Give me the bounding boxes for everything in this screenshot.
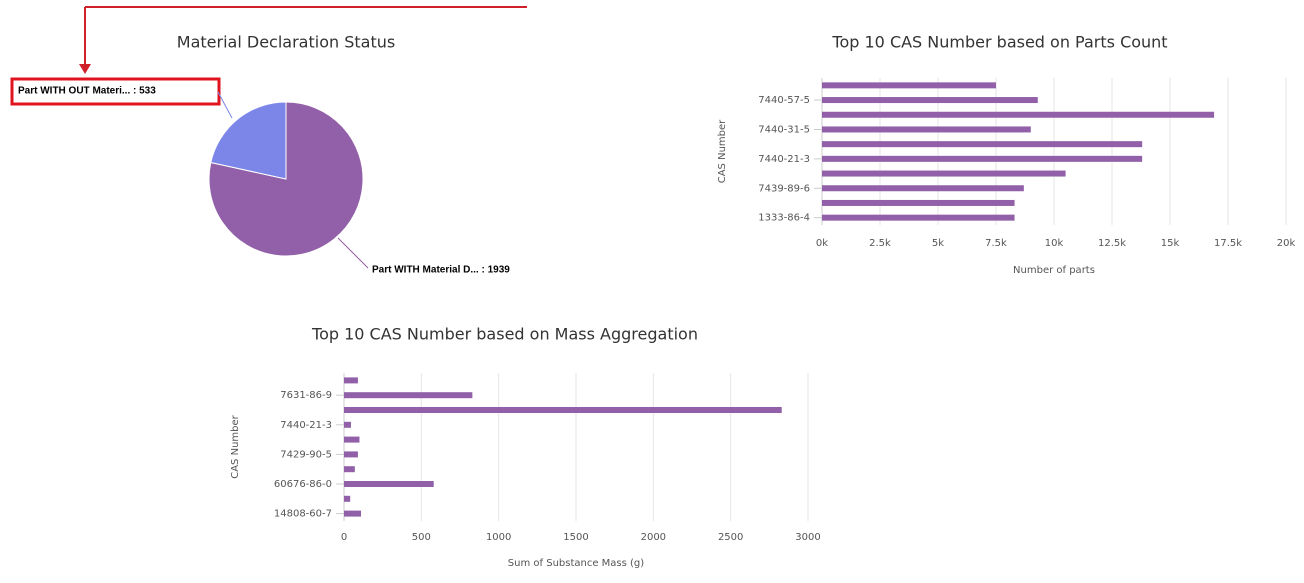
bar [822, 199, 1015, 206]
x-axis-title: Number of parts [1013, 265, 1095, 276]
x-tick-label: 2500 [718, 532, 743, 543]
bar [822, 126, 1031, 133]
bar [822, 97, 1038, 104]
x-tick-label: 3000 [795, 532, 820, 543]
bar [344, 451, 358, 458]
x-tick-label: 0 [341, 532, 347, 543]
pie-connector [337, 237, 369, 269]
bar [344, 510, 362, 517]
pie-label: Part WITH OUT Materi... : 533 [18, 86, 156, 97]
y-tick-label: 14808-60-7 [274, 509, 332, 520]
x-tick-label: 2000 [641, 532, 666, 543]
x-tick-label: 7.5k [985, 238, 1007, 249]
y-tick-label: 7440-31-5 [758, 124, 810, 135]
y-tick-label: 7631-86-9 [280, 390, 332, 401]
bar [344, 377, 358, 384]
bar [344, 481, 434, 487]
bar [822, 170, 1066, 177]
bar [822, 155, 1143, 162]
chart-title: Material Declaration Status [177, 33, 395, 52]
bar [344, 495, 351, 502]
y-tick-label: 1333-86-4 [758, 213, 810, 224]
bar [344, 392, 473, 399]
bar [344, 466, 355, 473]
x-tick-label: 500 [412, 532, 431, 543]
pie-connector [217, 91, 233, 119]
x-tick-label: 20k [1277, 238, 1296, 249]
bar [822, 82, 996, 89]
bar [822, 185, 1024, 192]
bar [822, 214, 1015, 221]
y-tick-label: 7440-57-5 [758, 95, 810, 106]
x-tick-label: 17.5k [1214, 238, 1242, 249]
y-tick-label: 7440-21-3 [758, 154, 810, 165]
callout-arrow [79, 64, 91, 74]
x-tick-label: 10k [1045, 238, 1064, 249]
callout-box [10, 77, 221, 106]
y-tick-label: 60676-86-0 [274, 479, 332, 490]
bar [344, 436, 360, 443]
x-tick-label: 2.5k [869, 238, 891, 249]
y-tick-label: 7440-21-3 [280, 420, 332, 431]
bar [344, 421, 351, 428]
x-tick-label: 12.5k [1098, 238, 1126, 249]
y-axis-title: CAS Number [230, 414, 241, 478]
chart-title: Top 10 CAS Number based on Mass Aggregat… [311, 325, 698, 344]
x-axis-title: Sum of Substance Mass (g) [508, 558, 644, 569]
bar [822, 111, 1215, 118]
y-tick-label: 7429-90-5 [280, 449, 332, 460]
x-tick-label: 15k [1161, 238, 1180, 249]
y-axis-title: CAS Number [717, 119, 728, 183]
y-tick-label: 7439-89-6 [758, 183, 810, 194]
callout [10, 6, 527, 106]
bar [822, 141, 1143, 148]
x-tick-label: 1500 [563, 532, 588, 543]
x-tick-label: 0k [816, 238, 828, 249]
pie-label: Part WITH Material D... : 1939 [372, 265, 510, 276]
pie-slice [210, 101, 287, 180]
x-tick-label: 1000 [486, 532, 511, 543]
chart-title: Top 10 CAS Number based on Parts Count [831, 33, 1167, 52]
bar [344, 407, 782, 413]
x-tick-label: 5k [932, 238, 944, 249]
